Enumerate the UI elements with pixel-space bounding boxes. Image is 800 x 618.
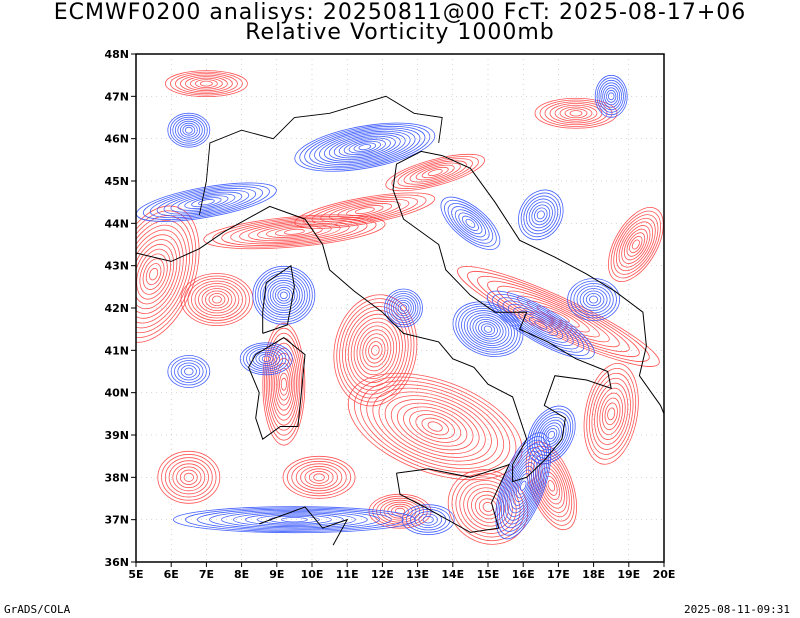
vorticity-cell [262,322,306,446]
vorticity-cell [167,355,211,388]
y-tick-label: 44N [104,217,129,230]
x-tick-label: 18E [582,568,605,581]
vorticity-cell [608,207,664,282]
coastlines [136,95,664,546]
vorticity-cell [294,122,436,172]
vorticity-cell [385,153,485,192]
vorticity-cell [333,294,418,407]
y-tick-label: 47N [104,90,129,103]
x-tick-label: 11E [336,568,359,581]
software-credit: GrADS/COLA [4,603,71,616]
vorticity-cell [518,189,564,241]
sardinia-coastline [248,336,306,441]
vorticity-cell [294,192,436,229]
y-tick-label: 43N [104,260,129,273]
vorticity-cell [167,112,211,148]
y-tick-label: 41N [104,344,129,357]
vorticity-cell [203,214,386,250]
y-tick-label: 45N [104,175,129,188]
africa-coastline [259,506,349,546]
vorticity-cell [172,506,416,534]
x-tick-label: 7E [199,568,214,581]
corsica-coastline [262,264,295,334]
vorticity-cell [583,363,639,465]
timestamp: 2025-08-11-09:31 [684,603,790,616]
x-tick-label: 14E [441,568,464,581]
x-tick-label: 10E [301,568,324,581]
x-tick-label: 8E [234,568,249,581]
x-tick-label: 16E [512,568,535,581]
y-tick-label: 37N [104,514,129,527]
y-tick-label: 39N [104,429,129,442]
vorticity-cell [452,301,524,357]
sicily-coastline [396,463,511,533]
y-tick-label: 42N [104,302,129,315]
vorticity-cell [486,290,595,360]
x-tick-label: 9E [269,568,284,581]
vorticity-cell [440,196,501,250]
y-axis-ticks: 36N 37N 38N 39N 40N 41N 42N 43N 44N 45N 46N 47N 48N [104,48,136,569]
x-tick-label: 5E [128,568,143,581]
y-tick-label: 38N [104,471,129,484]
x-tick-label: 15E [477,568,500,581]
y-tick-label: 36N [104,556,129,569]
france-coastline [136,231,225,262]
y-tick-label: 48N [104,48,129,61]
italy-coastline [223,150,612,483]
lat-lon-grid [136,54,664,562]
x-tick-label: 20E [653,568,676,581]
vorticity-cell [164,70,248,98]
map-title: ECMWF0200 analisys: 20250811@00 FcT: 202… [53,0,747,25]
x-tick-label: 19E [617,568,640,581]
vorticity-cell [347,372,523,481]
x-tick-label: 17E [547,568,570,581]
x-tick-label: 12E [371,568,394,581]
y-tick-label: 40N [104,387,129,400]
y-tick-label: 46N [104,133,129,146]
x-tick-label: 13E [406,568,429,581]
map-subtitle: Relative Vorticity 1000mb [245,20,555,45]
x-axis-ticks: 5E 6E 7E 8E 9E 10E 11E 12E 13E 14E 15E 16E 17E 18E 19E… [128,562,675,581]
x-tick-label: 6E [164,568,179,581]
plot-area [136,54,664,562]
alpine-border [198,95,443,215]
vorticity-cell [534,97,618,129]
balkan-coastline [441,155,664,414]
